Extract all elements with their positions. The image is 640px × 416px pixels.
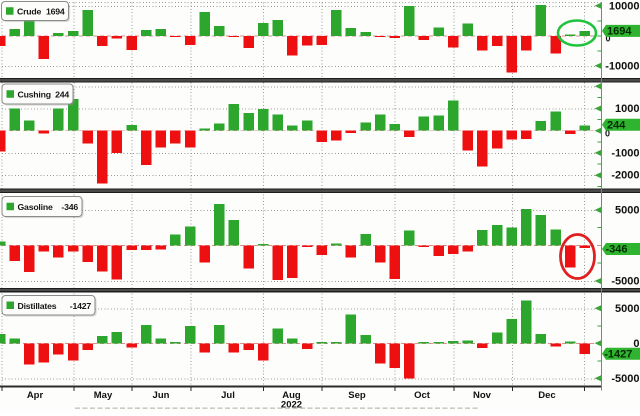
svg-text:-1000: -1000 (611, 147, 639, 159)
svg-text:Jul: Jul (221, 390, 235, 401)
svg-text:244: 244 (607, 119, 626, 131)
svg-text:Gasoline: Gasoline (18, 202, 53, 212)
svg-text:Apr: Apr (27, 390, 44, 401)
svg-text:Aug: Aug (282, 390, 301, 401)
svg-text:1000: 1000 (615, 103, 639, 115)
svg-text:-1427: -1427 (70, 301, 92, 311)
svg-text:-346: -346 (61, 202, 78, 212)
svg-text:-10000: -10000 (605, 60, 639, 72)
svg-text:0: 0 (606, 34, 611, 44)
svg-text:1694: 1694 (46, 7, 65, 17)
svg-text:244: 244 (55, 90, 69, 100)
svg-text:2022: 2022 (281, 400, 302, 411)
svg-text:Nov: Nov (473, 390, 492, 401)
svg-text:-346: -346 (606, 244, 628, 256)
svg-text:10000: 10000 (609, 0, 640, 12)
svg-text:0: 0 (605, 129, 610, 139)
svg-text:Distillates: Distillates (18, 301, 57, 311)
svg-text:5000: 5000 (615, 303, 639, 315)
svg-text:1694: 1694 (607, 26, 632, 38)
svg-text:-1427: -1427 (604, 349, 632, 361)
svg-text:Sep: Sep (348, 390, 366, 401)
svg-text:5000: 5000 (615, 205, 639, 217)
svg-text:May: May (94, 390, 113, 401)
svg-text:Cushing: Cushing (18, 90, 51, 100)
svg-text:-2000: -2000 (611, 170, 639, 182)
svg-text:Dec: Dec (538, 390, 555, 401)
svg-text:-5000: -5000 (611, 373, 639, 385)
svg-text:Crude: Crude (17, 7, 41, 17)
svg-text:Oct: Oct (414, 390, 431, 401)
svg-text:-5000: -5000 (611, 276, 639, 288)
svg-text:Jun: Jun (153, 390, 170, 401)
svg-text:0: 0 (633, 338, 639, 350)
